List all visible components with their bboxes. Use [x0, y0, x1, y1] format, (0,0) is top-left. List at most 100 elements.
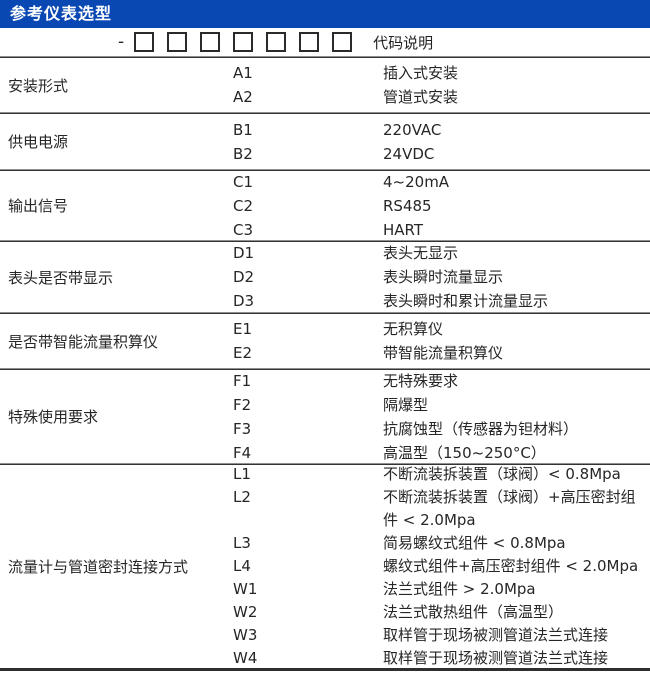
option-description: 表头无显示	[383, 244, 459, 262]
option-row: L3 简易螺纹式组件 < 0.8Mpa	[233, 532, 650, 555]
option-description: 24VDC	[383, 144, 435, 163]
option-code: A2	[233, 88, 253, 106]
option-row: C2 RS485	[233, 194, 650, 218]
option-description: 隔爆型	[383, 395, 429, 414]
option-code: D3	[233, 292, 255, 310]
option-description: 取样管于现场被测管道法兰式连接	[383, 649, 609, 667]
option-description: 管道式安装	[383, 88, 459, 106]
option-list: A1 插入式安装 A2 管道式安装	[233, 61, 650, 109]
option-code: L3	[233, 534, 251, 552]
option-row: D1 表头无显示	[233, 241, 650, 265]
option-description: 表头瞬时和累计流量显示	[383, 292, 549, 310]
section-label: 输出信号	[8, 197, 69, 215]
option-row: D3 表头瞬时和累计流量显示	[233, 289, 650, 313]
option-code: C2	[233, 196, 254, 215]
section-label: 安装形式	[8, 76, 69, 95]
option-description: 简易螺纹式组件 < 0.8Mpa	[383, 534, 566, 552]
section-label: 特殊使用要求	[8, 408, 99, 426]
code-box	[200, 32, 221, 52]
code-box	[167, 32, 188, 52]
row-divider	[0, 312, 650, 314]
option-code: F2	[233, 395, 252, 414]
option-code: L1	[233, 465, 251, 483]
option-row: F4 高温型（150~250°C）	[233, 441, 650, 465]
option-list: B1 220VAC B2 24VDC	[233, 118, 650, 166]
row-divider	[0, 463, 650, 465]
option-code: D1	[233, 244, 255, 262]
option-description: 法兰式散热组件（高温型）	[383, 603, 564, 621]
option-row: E1 无积算仪	[233, 317, 650, 341]
option-code: F4	[233, 443, 252, 462]
option-description: 带智能流量积算仪	[383, 344, 504, 362]
section-row: 输出信号 C1 4~20mA C2 RS485 C3 HART	[0, 171, 650, 240]
option-code: L4	[233, 557, 251, 575]
option-description: 4~20mA	[383, 172, 450, 191]
option-list: C1 4~20mA C2 RS485 C3 HART	[233, 170, 650, 242]
option-description: HART	[383, 220, 424, 239]
code-box	[233, 32, 254, 52]
option-list: E1 无积算仪 E2 带智能流量积算仪	[233, 317, 650, 365]
option-list: F1 无特殊要求 F2 隔爆型 F3 抗腐蚀型（传感器为钽材料） F4 高温型（150~250…	[233, 369, 650, 465]
option-row: D2 表头瞬时流量显示	[233, 265, 650, 289]
row-divider	[0, 56, 650, 58]
code-box	[332, 32, 353, 52]
section-row: 是否带智能流量积算仪 E1 无积算仪 E2 带智能流量积算仪	[0, 314, 650, 368]
option-description: 不断流装拆装置（球阀）+高压密封组件 < 2.0Mpa	[383, 488, 636, 529]
code-caption: 代码说明	[373, 33, 434, 52]
option-row: L2 不断流装拆装置（球阀）+高压密封组件 < 2.0Mpa	[233, 486, 650, 532]
option-description: 无特殊要求	[383, 371, 459, 390]
option-code: L2	[233, 488, 251, 506]
option-row: C1 4~20mA	[233, 170, 650, 194]
code-box	[299, 32, 320, 52]
option-row: W3 取样管于现场被测管道法兰式连接	[233, 624, 650, 647]
option-code: W1	[233, 580, 258, 598]
row-divider	[0, 169, 650, 171]
option-code: B1	[233, 120, 253, 139]
option-list: D1 表头无显示 D2 表头瞬时流量显示 D3 表头瞬时和累计流量显示	[233, 241, 650, 313]
option-code: W4	[233, 649, 258, 667]
code-dash: -	[118, 32, 125, 52]
section-row: 安装形式 A1 插入式安装 A2 管道式安装	[0, 58, 650, 112]
option-row: W1 法兰式组件 > 2.0Mpa	[233, 578, 650, 601]
section-row: 特殊使用要求 F1 无特殊要求 F2 隔爆型 F3 抗腐蚀型（传感器为钽材料） F4 高温型（1…	[0, 370, 650, 463]
option-list: L1 不断流装拆装置（球阀）< 0.8Mpa L2 不断流装拆装置（球阀）+高压密封组…	[233, 463, 650, 670]
row-divider	[0, 368, 650, 370]
selection-table: 安装形式 A1 插入式安装 A2 管道式安装 供电电源 B1 220VAC B2 24VDC 输出信…	[0, 56, 650, 668]
option-code: C1	[233, 172, 254, 191]
option-row: C3 HART	[233, 218, 650, 242]
option-row: F1 无特殊要求	[233, 369, 650, 393]
option-code: C3	[233, 220, 254, 239]
section-row: 表头是否带显示 D1 表头无显示 D2 表头瞬时流量显示 D3 表头瞬时和累计流量显示	[0, 242, 650, 312]
option-code: W2	[233, 603, 258, 621]
option-code: D2	[233, 268, 255, 286]
section-row: 流量计与管道密封连接方式 L1 不断流装拆装置（球阀）< 0.8Mpa L2 不断流装拆…	[0, 465, 650, 668]
option-description: 高温型（150~250°C）	[383, 443, 546, 462]
option-code: E1	[233, 320, 253, 338]
row-divider	[0, 240, 650, 242]
option-description: RS485	[383, 196, 432, 215]
option-row: F3 抗腐蚀型（传感器为钽材料）	[233, 417, 650, 441]
option-description: 抗腐蚀型（传感器为钽材料）	[383, 419, 579, 438]
option-row: F2 隔爆型	[233, 393, 650, 417]
option-code: F1	[233, 371, 252, 390]
option-code: B2	[233, 144, 253, 163]
model-code-row: - 代码说明	[0, 28, 650, 56]
option-row: A2 管道式安装	[233, 85, 650, 109]
option-code: W3	[233, 626, 258, 644]
section-label: 表头是否带显示	[8, 268, 114, 287]
option-row: A1 插入式安装	[233, 61, 650, 85]
row-divider	[0, 112, 650, 114]
option-row: E2 带智能流量积算仪	[233, 341, 650, 365]
option-description: 表头瞬时流量显示	[383, 268, 504, 286]
section-row: 供电电源 B1 220VAC B2 24VDC	[0, 114, 650, 169]
option-row: L1 不断流装拆装置（球阀）< 0.8Mpa	[233, 463, 650, 486]
option-description: 220VAC	[383, 120, 442, 139]
option-code: A1	[233, 64, 253, 82]
page-title: 参考仪表选型	[0, 0, 650, 28]
option-description: 无积算仪	[383, 320, 444, 338]
option-row: L4 螺纹式组件+高压密封组件 < 2.0Mpa	[233, 555, 650, 578]
table-bottom-border	[0, 668, 650, 671]
option-row: B1 220VAC	[233, 118, 650, 142]
option-description: 法兰式组件 > 2.0Mpa	[383, 580, 536, 598]
code-box	[266, 32, 287, 52]
